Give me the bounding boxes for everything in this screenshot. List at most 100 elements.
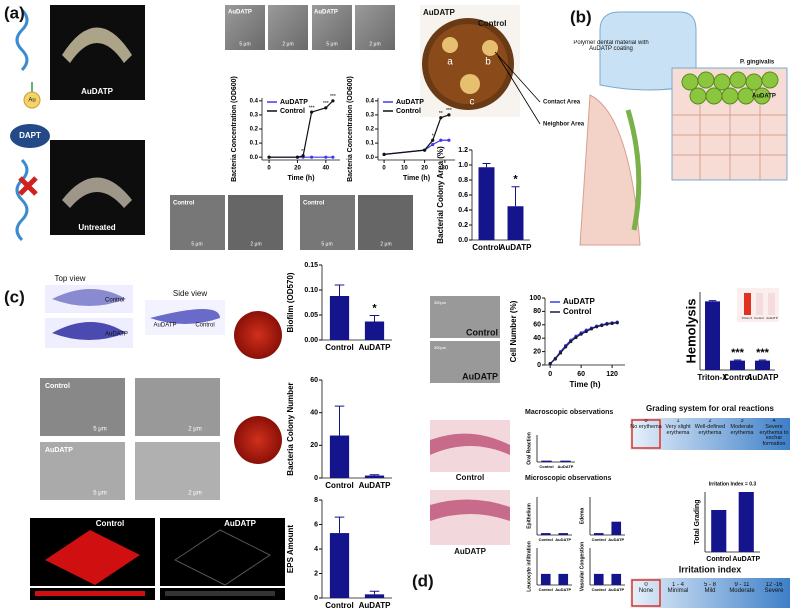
y-axis-label: Oral Reaction bbox=[526, 432, 532, 465]
label: Minimal bbox=[667, 588, 689, 595]
bar bbox=[593, 573, 604, 585]
y-tick-label: 0 bbox=[537, 362, 541, 369]
x-tick-label: AuDATP bbox=[359, 601, 392, 610]
error-bar bbox=[369, 590, 380, 595]
data-point bbox=[301, 154, 305, 158]
label: 5 μm bbox=[321, 241, 332, 247]
data-point bbox=[324, 106, 328, 110]
label: Control bbox=[478, 19, 506, 28]
x-tick-label: 0 bbox=[382, 166, 386, 172]
label: 4 bbox=[772, 419, 776, 424]
label: AuDATP bbox=[228, 10, 252, 16]
label: 2 μm bbox=[250, 241, 261, 247]
bar bbox=[364, 321, 385, 340]
x-axis-label: Time (h) bbox=[287, 175, 314, 182]
y-tick-label: 0 bbox=[314, 595, 318, 602]
label: 2 μm bbox=[188, 491, 201, 497]
label: 0 bbox=[644, 582, 648, 588]
label: AuDATP bbox=[154, 323, 177, 329]
error-bar bbox=[334, 284, 345, 296]
label: (c) bbox=[4, 287, 25, 306]
x-tick-label: 30 bbox=[442, 166, 449, 172]
bar bbox=[738, 492, 754, 552]
label: Control bbox=[754, 316, 764, 320]
label: (a) bbox=[4, 3, 25, 22]
data-point bbox=[324, 155, 328, 159]
label: 1 bbox=[676, 419, 680, 424]
y-tick-label: 20 bbox=[310, 442, 318, 449]
x-tick-label: 120 bbox=[606, 371, 618, 378]
y-tick-label: 20 bbox=[533, 348, 541, 355]
y-axis-label: Biofilm (OD570) bbox=[286, 272, 295, 332]
x-tick-label: AuDATP bbox=[608, 587, 624, 592]
x-tick-label: 20 bbox=[294, 166, 301, 172]
label: (b) bbox=[570, 7, 592, 26]
y-axis-label: Bacterial Colony Area (%) bbox=[436, 146, 445, 244]
label: b bbox=[485, 57, 491, 68]
x-tick-label: AuDATP bbox=[558, 464, 574, 469]
data-point bbox=[295, 155, 300, 159]
y-tick-label: 0.0 bbox=[458, 237, 468, 244]
label: Control bbox=[105, 298, 124, 304]
label: Au bbox=[28, 98, 35, 104]
data-point bbox=[310, 110, 314, 114]
bar bbox=[540, 573, 551, 585]
annotation: *** bbox=[731, 347, 745, 359]
x-tick-label: Control bbox=[472, 243, 500, 252]
annotation: Irritation Index = 0.3 bbox=[709, 481, 757, 487]
label: Irritation index bbox=[679, 564, 742, 574]
y-axis-label: Epithelium bbox=[526, 503, 532, 529]
x-tick-label: 60 bbox=[577, 371, 585, 378]
y-axis-label: Bacteria Concentration (OD600) bbox=[347, 76, 354, 182]
label: AuDATP bbox=[423, 8, 456, 17]
y-tick-label: 0.3 bbox=[250, 112, 259, 118]
y-axis-label: Cell Number (%) bbox=[509, 300, 518, 362]
y-tick-label: 80 bbox=[533, 308, 541, 315]
text-box: Polymer dental material with AuDATP coat… bbox=[572, 40, 650, 53]
y-axis-label: Bacteria Colony Number bbox=[286, 382, 295, 475]
label: c bbox=[470, 97, 475, 108]
legend-label: AuDATP bbox=[396, 99, 424, 106]
data-point bbox=[423, 148, 427, 152]
bar bbox=[593, 533, 604, 535]
y-axis-label: Bacteria Concentration (OD600) bbox=[231, 76, 238, 182]
y-tick-label: 6 bbox=[314, 521, 318, 528]
bar bbox=[611, 521, 622, 535]
label: AuDATP bbox=[81, 87, 114, 96]
label: Well-defined erythema bbox=[694, 423, 726, 436]
y-tick-label: 0.6 bbox=[458, 192, 468, 199]
bar bbox=[329, 533, 350, 598]
y-tick-label: 60 bbox=[533, 322, 541, 329]
label: Mild bbox=[704, 588, 716, 595]
label: Side view bbox=[173, 289, 207, 298]
bar bbox=[364, 475, 385, 478]
label: Top view bbox=[54, 274, 85, 283]
y-tick-label: 8 bbox=[314, 497, 318, 504]
label: Moderate bbox=[729, 588, 755, 595]
label: 5 μm bbox=[191, 241, 202, 247]
label: Control bbox=[466, 327, 498, 337]
data-point bbox=[548, 362, 552, 366]
data-point bbox=[558, 351, 563, 355]
x-tick-label: AuDATP bbox=[747, 373, 780, 382]
y-tick-label: 100 bbox=[529, 295, 541, 302]
text-box: Polymer dental material with AuDATP coat… bbox=[572, 40, 650, 53]
data-point bbox=[574, 335, 578, 340]
x-tick-label: Control bbox=[325, 481, 353, 490]
y-tick-label: 0.2 bbox=[366, 127, 375, 133]
data-point bbox=[431, 142, 435, 147]
y-tick-label: 0.3 bbox=[366, 112, 375, 118]
x-tick-label: AuDATP bbox=[732, 556, 760, 563]
annotation: ** bbox=[301, 149, 305, 155]
y-tick-label: 40 bbox=[310, 410, 318, 417]
error-bar bbox=[758, 359, 767, 361]
label: Contact Area bbox=[543, 100, 581, 106]
y-tick-label: 2 bbox=[314, 570, 318, 577]
